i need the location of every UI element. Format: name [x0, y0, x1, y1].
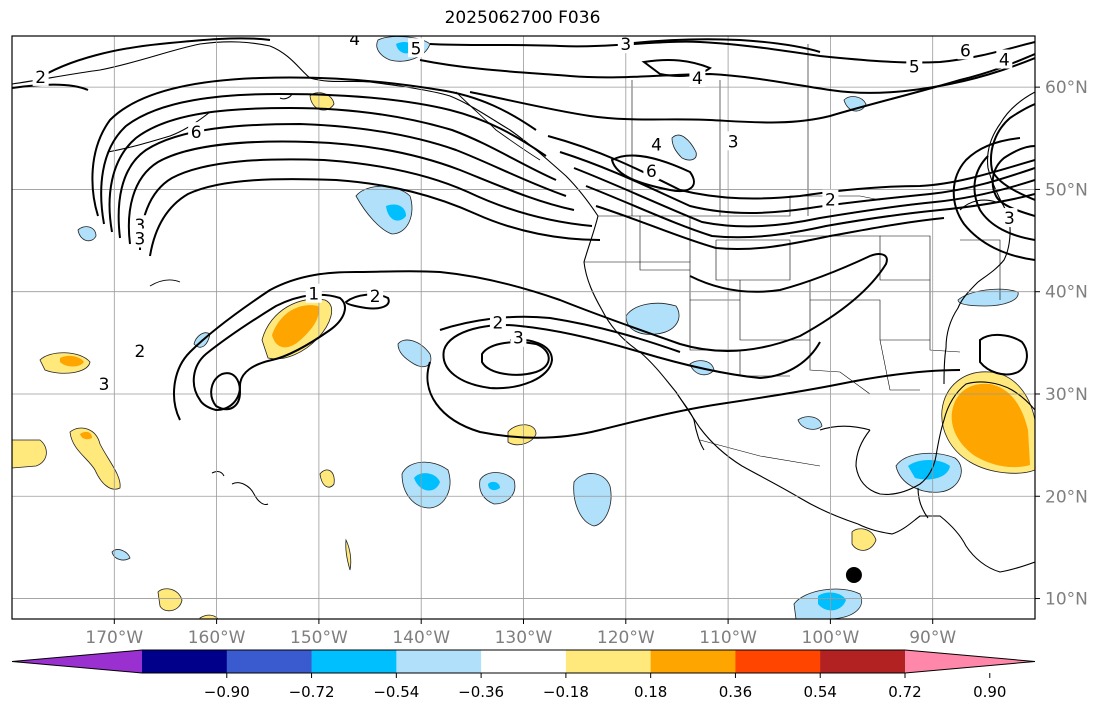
colorbar-labels: −0.90 −0.72 −0.54 −0.36 −0.18 0.18 0.36 0.54 0.7…	[204, 673, 1006, 701]
contour-label: 2	[825, 191, 836, 211]
contour-label-background	[188, 122, 205, 142]
contour-label-background	[1001, 208, 1018, 228]
contour-label-background	[996, 49, 1013, 69]
lat-tick-label: 20°N	[1045, 487, 1088, 507]
contour-label: 1	[308, 285, 319, 305]
lat-tick-label: 60°N	[1045, 78, 1088, 98]
contour-label-background	[689, 67, 706, 87]
colorbar-segment	[650, 650, 737, 673]
positive-anomaly-shading	[12, 92, 1035, 619]
colorbar-extend-min	[12, 650, 142, 673]
contour-label: 3	[728, 132, 739, 152]
contour-label-background	[906, 56, 923, 76]
colorbar-segment	[142, 650, 228, 673]
contour-label: 3	[1004, 209, 1015, 229]
colorbar-outline	[11, 649, 1036, 674]
contour-label-background	[131, 228, 148, 248]
contour-label-background	[408, 38, 425, 58]
contour-label: 2	[35, 68, 46, 88]
contour-label-background	[96, 373, 113, 393]
lon-tick-label: 170°W	[85, 628, 143, 648]
colorbar-segment	[396, 650, 482, 673]
lat-tick-label: 30°N	[1045, 385, 1088, 405]
contour-label-background	[131, 341, 148, 361]
contour-label-background	[725, 131, 742, 151]
lat-tick-label: 40°N	[1045, 283, 1088, 303]
colorbar-segment	[565, 650, 652, 673]
contour-label-background	[643, 161, 660, 181]
colorbar-tick-label: 0.90	[973, 683, 1006, 701]
lon-tick-label: 130°W	[495, 628, 553, 648]
colorbar-segment	[226, 650, 313, 673]
colorbar-segment	[481, 650, 567, 673]
lon-tick-label: 150°W	[290, 628, 348, 648]
colorbar-tick-label: 0.36	[719, 683, 752, 701]
contour-label-background	[367, 285, 384, 305]
contour-label-background	[957, 40, 974, 60]
contour-label: 3	[134, 216, 145, 236]
lon-tick-label: 100°W	[802, 628, 860, 648]
contour-label: 5	[909, 58, 920, 78]
colorbar-tick-label: −0.18	[543, 683, 589, 701]
colorbar-tick-label: −0.36	[458, 683, 504, 701]
contour-label: 6	[646, 162, 657, 182]
lat-tick-label: 10°N	[1045, 590, 1088, 610]
latitude-tick-labels: 10°N 20°N 30°N 40°N 50°N 60°N	[1035, 78, 1088, 610]
contour-label: 3	[99, 375, 110, 395]
contour-label: 2	[134, 342, 145, 362]
colorbar-tick-label: 0.18	[634, 683, 667, 701]
contour-label: 3	[620, 35, 631, 55]
contour-lines	[12, 37, 1035, 439]
colorbar-segment	[735, 650, 821, 673]
contour-label: 4	[651, 135, 662, 155]
contour-label-background	[648, 134, 665, 154]
colorbar-segment	[311, 650, 397, 673]
contour-label: 2	[370, 287, 381, 307]
negative-anomaly-shading	[77, 36, 1019, 619]
contour-label: 3	[134, 230, 145, 250]
colorbar-tick-label: −0.72	[289, 683, 335, 701]
contour-label-background	[305, 283, 322, 303]
contour-label: 5	[411, 39, 422, 59]
lon-tick-label: 120°W	[597, 628, 655, 648]
contour-label: 4	[692, 69, 703, 89]
lon-tick-label: 90°W	[909, 628, 956, 648]
contour-label-background	[822, 189, 839, 209]
map-title: 2025062700 F036	[444, 8, 601, 28]
colorbar-tick-label: 0.72	[888, 683, 921, 701]
lon-tick-label: 110°W	[699, 628, 757, 648]
contour-label-background	[510, 327, 527, 347]
colorbar	[11, 649, 1036, 674]
contour-label: 4	[349, 30, 360, 50]
contour-label: 4	[999, 51, 1010, 71]
contour-label: 2	[493, 313, 504, 333]
contour-label-background	[617, 36, 634, 54]
contour-label-background	[489, 312, 506, 332]
colorbar-tick-label: −0.90	[204, 683, 250, 701]
contour-label: 6	[191, 123, 202, 143]
contour-label: 3	[513, 329, 524, 349]
contour-label-background	[32, 66, 49, 86]
longitude-tick-labels: 170°W 160°W 150°W 140°W 130°W 120°W 110°W 100°W…	[85, 619, 956, 648]
colorbar-tick-label: 0.54	[804, 683, 837, 701]
colorbar-segment	[820, 650, 906, 673]
location-marker	[845, 567, 862, 584]
lon-tick-label: 140°W	[392, 628, 450, 648]
colorbar-tick-label: −0.54	[373, 683, 419, 701]
lat-tick-label: 50°N	[1045, 180, 1088, 200]
colorbar-extend-max	[905, 650, 1035, 673]
map-gridlines	[12, 36, 1035, 619]
contour-label-background	[346, 36, 363, 49]
lon-tick-label: 160°W	[188, 628, 246, 648]
contour-label: 6	[960, 41, 971, 61]
